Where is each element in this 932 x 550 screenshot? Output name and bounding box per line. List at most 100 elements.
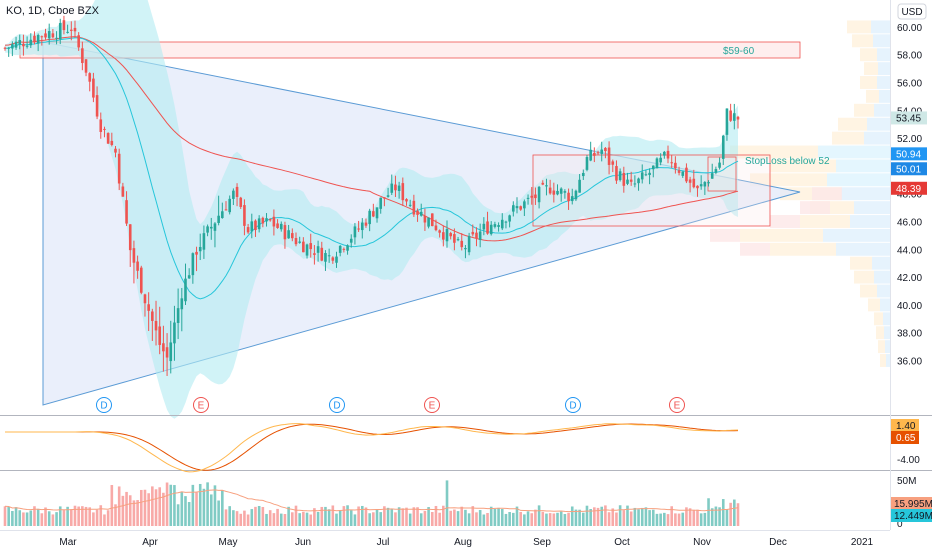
candle-body (651, 165, 655, 170)
price-tick: 46.00 (897, 218, 922, 229)
candle-body (567, 192, 570, 202)
volume-bar (401, 508, 405, 526)
dividend-marker[interactable] (96, 397, 112, 413)
volume-bar (500, 509, 504, 526)
candle-body (733, 113, 736, 121)
candle-body (25, 45, 29, 47)
volume-bar (283, 513, 287, 526)
volume-bar (688, 508, 692, 526)
earnings-marker[interactable] (193, 397, 209, 413)
volume-bar (268, 510, 272, 526)
candle-body (563, 191, 567, 193)
dividend-marker[interactable] (329, 397, 345, 413)
candle-body (342, 248, 346, 250)
volume-bar (372, 512, 375, 526)
volume-bar (655, 513, 659, 526)
dividend-marker[interactable] (565, 397, 581, 413)
candle-body (611, 161, 615, 165)
price-label-bg (891, 147, 927, 161)
volume-bar (563, 514, 567, 526)
candle-body (272, 216, 276, 227)
candle-body (637, 178, 640, 184)
candle-body (40, 36, 44, 38)
volume-bar (685, 507, 688, 526)
candle-body (254, 220, 257, 231)
candle-body (180, 298, 184, 310)
candle-body (383, 197, 386, 199)
volume-bar (272, 513, 276, 526)
volume-bar (460, 506, 464, 526)
volume-bar (364, 507, 368, 526)
candle-body (106, 133, 110, 144)
candle-body (725, 108, 729, 135)
price-axis[interactable] (890, 0, 932, 550)
candle-body (718, 162, 721, 168)
currency-button[interactable] (897, 3, 927, 20)
price-label-bg (891, 162, 927, 176)
candle-body (110, 140, 114, 145)
candle-body (349, 238, 353, 243)
volume-bar (176, 504, 180, 526)
volume-bar (629, 511, 633, 526)
volume-bar (419, 513, 423, 526)
volume-bar (467, 513, 471, 526)
event-label: D (100, 401, 107, 412)
volume-bar (99, 505, 103, 526)
candle-body (84, 59, 88, 73)
candle-body (169, 342, 173, 362)
volume-bar (44, 507, 47, 526)
volume-bar (556, 512, 559, 526)
time-tick: Oct (614, 537, 630, 548)
volume-bar (154, 489, 158, 526)
volume-bar (442, 505, 445, 526)
candle-body (243, 205, 246, 226)
volume-bar (710, 508, 714, 526)
candle-body (570, 196, 574, 202)
earnings-marker[interactable] (424, 397, 440, 413)
candle-body (427, 217, 430, 227)
volume-bar (357, 506, 360, 526)
volume-bar (681, 512, 685, 526)
volume-bar (165, 482, 169, 526)
volume-bar (526, 511, 530, 526)
candle-body (626, 179, 629, 184)
volume-bar (346, 505, 349, 526)
candle-body (331, 257, 335, 261)
volume-bar (423, 510, 427, 526)
price-label-bg (891, 181, 927, 195)
candle-body (246, 227, 250, 233)
candle-body (191, 253, 195, 276)
volume-bar (51, 514, 55, 526)
volume-bar (298, 513, 301, 526)
volume-bar (106, 510, 110, 526)
volume-bar (574, 509, 578, 526)
candles (3, 15, 740, 376)
candle-body (397, 185, 401, 192)
candle-body (14, 41, 18, 48)
candle-body (117, 153, 121, 184)
candle-body (663, 151, 666, 156)
volume-bar (246, 514, 250, 526)
candle-body (316, 246, 320, 253)
event-label: D (569, 401, 576, 412)
volume-bar (696, 509, 699, 526)
candle-body (338, 245, 342, 253)
candle-body (707, 182, 710, 184)
oscillator-label: 1.40 (896, 421, 916, 432)
volume-bar (360, 505, 364, 526)
volume-bar (397, 507, 401, 526)
candle-body (58, 23, 62, 40)
volume-bar (390, 508, 394, 526)
candle-body (434, 225, 438, 231)
earnings-marker[interactable] (669, 397, 685, 413)
time-tick: Mar (59, 537, 77, 548)
volume-bar (243, 510, 246, 526)
volume-bar (151, 486, 154, 526)
price-tick: 40.00 (897, 301, 922, 312)
candle-body (324, 253, 327, 262)
volume-bar (475, 512, 478, 526)
volume-bar (607, 512, 611, 526)
candle-body (320, 247, 324, 261)
price-label: 48.39 (896, 184, 921, 195)
